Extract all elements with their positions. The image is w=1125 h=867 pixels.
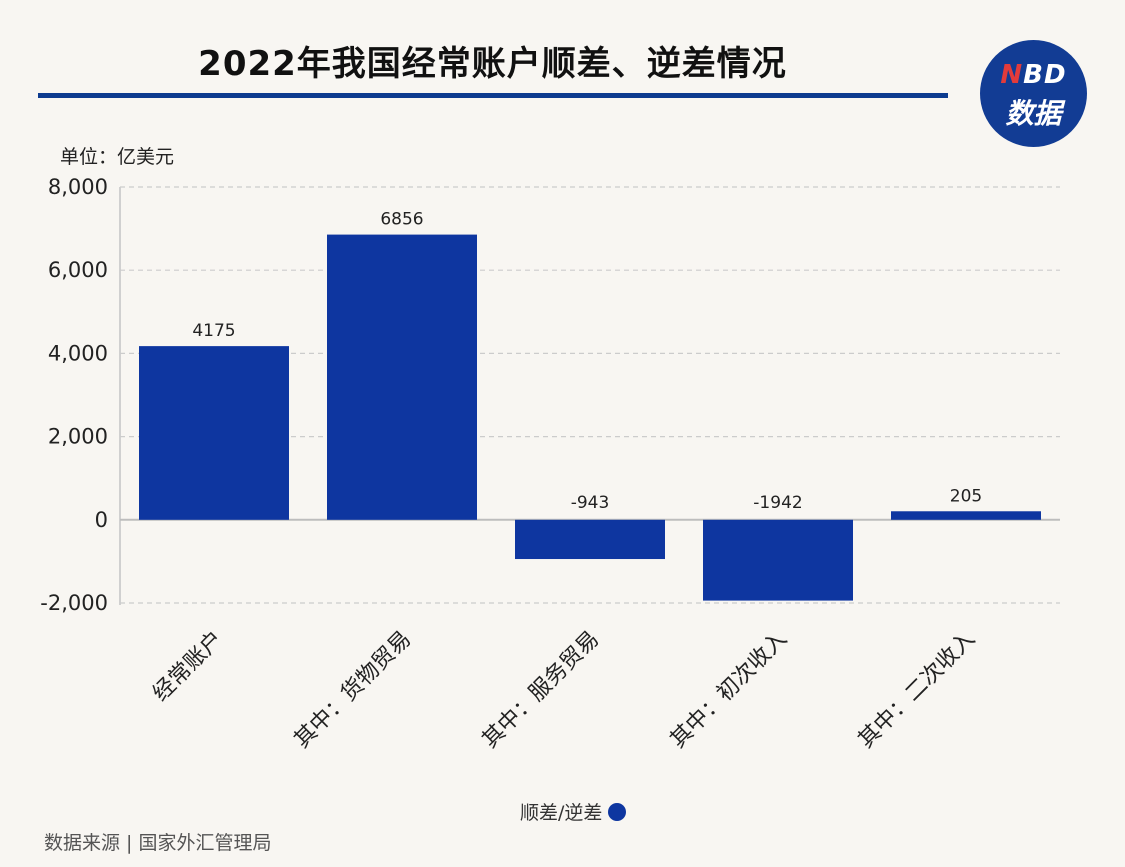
legend-label: 顺差/逆差 — [520, 802, 603, 824]
x-tick-label: 其中：服务贸易 — [478, 627, 605, 754]
logo-text-bottom: 数据 — [1005, 97, 1062, 130]
bar — [515, 519, 665, 560]
y-tick-label: 4,000 — [48, 341, 108, 365]
bar — [327, 234, 477, 520]
source-note: 数据来源 | 国家外汇管理局 — [44, 832, 272, 854]
legend: 顺差/逆差 — [520, 798, 627, 825]
y-tick-label: -2,000 — [40, 591, 108, 615]
y-tick-label: 8,000 — [48, 175, 108, 199]
y-tick-label: 6,000 — [48, 258, 108, 282]
nbd-logo: NBD 数据 — [980, 40, 1087, 147]
title-divider — [38, 93, 948, 98]
chart-title: 2022年我国经常账户顺差、逆差情况 — [198, 44, 787, 84]
y-tick-label: 0 — [95, 508, 108, 532]
data-label: 205 — [950, 486, 982, 506]
data-label: 4175 — [192, 321, 235, 341]
data-label: 6856 — [380, 210, 423, 230]
x-tick-label: 其中：初次收入 — [666, 627, 793, 754]
bar — [139, 346, 289, 520]
x-tick-label: 经常账户 — [148, 627, 228, 707]
y-tick-label: 2,000 — [48, 425, 108, 449]
bar — [891, 511, 1041, 520]
data-label: -1942 — [753, 493, 802, 513]
data-label: -943 — [571, 493, 610, 513]
x-tick-label: 其中：货物贸易 — [290, 627, 417, 754]
logo-text-top: NBD — [1000, 60, 1067, 90]
unit-label: 单位：亿美元 — [60, 146, 175, 168]
legend-swatch — [608, 802, 627, 821]
x-tick-label: 其中：二次收入 — [854, 627, 981, 754]
bar — [703, 519, 853, 601]
